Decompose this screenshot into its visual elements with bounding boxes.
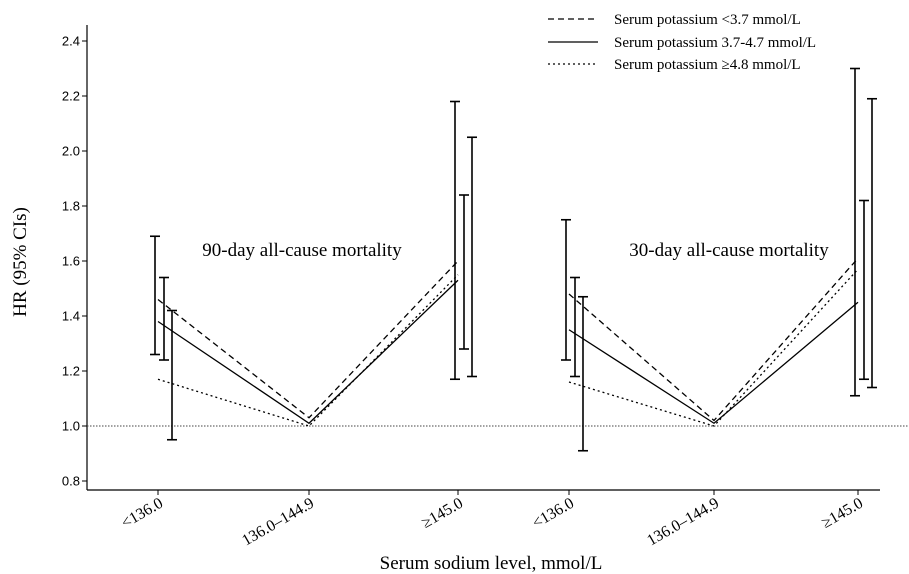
annotation-90-day: 90-day all-cause mortality	[202, 240, 402, 261]
annotation-30-day: 30-day all-cause mortality	[629, 240, 829, 261]
y-tick-label: 1.0	[62, 419, 80, 434]
y-tick-label: 2.0	[62, 144, 80, 159]
x-tick-label: <136.0	[119, 495, 166, 532]
series-line-1	[568, 301, 859, 425]
x-axis-title: Serum sodium level, mmol/L	[380, 553, 603, 574]
series-line-2	[157, 274, 459, 427]
y-tick-label: 1.6	[62, 254, 80, 269]
x-tick-label: ≥145.0	[419, 495, 466, 532]
series-line-1	[157, 279, 459, 425]
y-tick-label: 2.4	[62, 34, 80, 49]
y-axis-title: HR (95% CIs)	[10, 207, 31, 317]
y-tick-label: 1.2	[62, 364, 80, 379]
x-tick-label: 136.0–144.9	[644, 495, 722, 550]
y-tick-label: 1.4	[62, 309, 80, 324]
legend: Serum potassium <3.7 mmol/L Serum potassi…	[548, 12, 816, 73]
plot-area	[87, 67, 909, 452]
axes: 0.8 1.0 1.2 1.4 1.6 1.8 2.0 2.2 2.4 <136.0 136.0–1…	[62, 25, 880, 549]
x-tick-label: ≥145.0	[819, 495, 866, 532]
y-tick-label: 2.2	[62, 89, 80, 104]
legend-label-1: Serum potassium 3.7-4.7 mmol/L	[614, 35, 816, 51]
x-tick-label: 136.0–144.9	[239, 495, 317, 550]
y-tick-label: 1.8	[62, 199, 80, 214]
series-line-0	[568, 257, 859, 422]
y-tick-label: 0.8	[62, 474, 80, 489]
series-line-0	[157, 260, 459, 419]
legend-label-0: Serum potassium <3.7 mmol/L	[614, 12, 801, 28]
legend-label-2: Serum potassium ≥4.8 mmol/L	[614, 57, 801, 73]
series-line-2	[568, 268, 859, 427]
x-tick-label: <136.0	[530, 495, 577, 532]
